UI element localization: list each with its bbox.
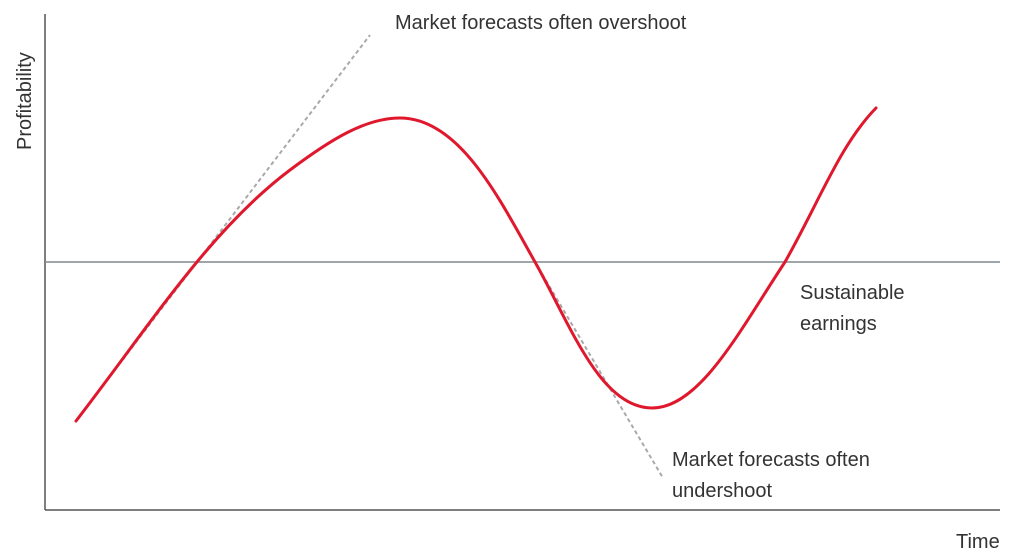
undershoot-label-line1: Market forecasts often — [672, 449, 870, 471]
earnings-cycle-curve — [74, 106, 878, 423]
sustainable-label-line1: Sustainable — [800, 282, 905, 304]
sustainable-label-line2: earnings — [800, 313, 877, 335]
overshoot-label: Market forecasts often overshoot — [395, 12, 687, 34]
undershoot-forecast-line — [534, 261, 664, 479]
x-axis-label: Time — [956, 531, 1000, 552]
undershoot-label-line2: undershoot — [672, 480, 773, 502]
y-axis-label: Profitability — [14, 52, 36, 150]
